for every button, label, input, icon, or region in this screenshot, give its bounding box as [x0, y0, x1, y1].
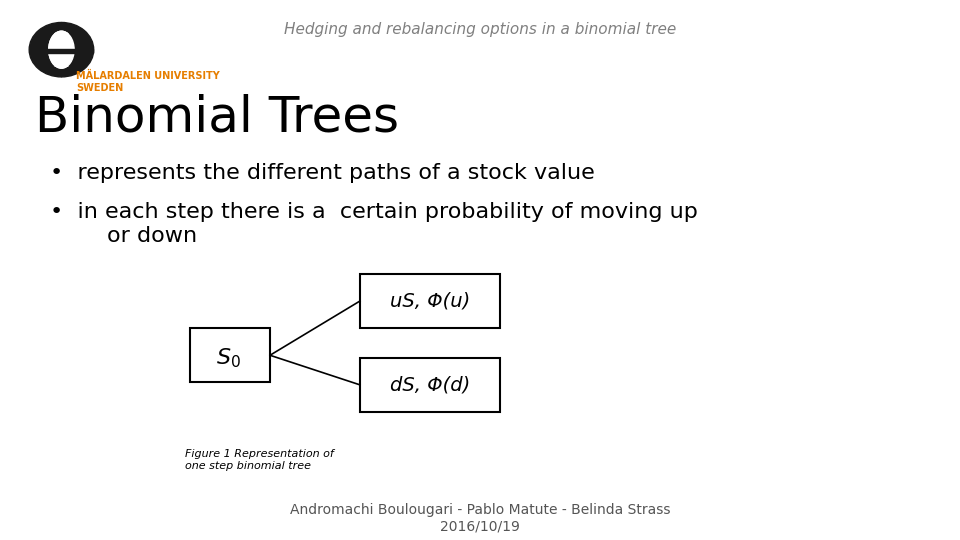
Text: Binomial Trees: Binomial Trees — [35, 94, 399, 142]
Text: •  represents the different paths of a stock value: • represents the different paths of a st… — [50, 163, 595, 183]
Text: dS, Φ(d): dS, Φ(d) — [390, 375, 470, 394]
Ellipse shape — [62, 31, 90, 68]
Bar — [31, 49, 92, 52]
Text: $S_0$: $S_0$ — [216, 347, 240, 370]
Ellipse shape — [33, 31, 60, 68]
Text: •  in each step there is a  certain probability of moving up
        or down: • in each step there is a certain probab… — [50, 202, 698, 246]
Text: Figure 1 Representation of
one step binomial tree: Figure 1 Representation of one step bino… — [185, 449, 334, 471]
Ellipse shape — [41, 32, 82, 66]
Ellipse shape — [49, 31, 74, 68]
Wedge shape — [29, 23, 61, 77]
FancyBboxPatch shape — [190, 328, 270, 382]
FancyBboxPatch shape — [360, 357, 500, 412]
Wedge shape — [61, 23, 94, 77]
Text: Hedging and rebalancing options in a binomial tree: Hedging and rebalancing options in a bin… — [284, 22, 676, 37]
Text: MÄLARDALEN UNIVERSITY
SWEDEN: MÄLARDALEN UNIVERSITY SWEDEN — [77, 71, 220, 93]
Text: Andromachi Boulougari - Pablo Matute - Belinda Strass
2016/10/19: Andromachi Boulougari - Pablo Matute - B… — [290, 503, 670, 534]
Text: uS, Φ(u): uS, Φ(u) — [390, 292, 470, 310]
FancyBboxPatch shape — [360, 274, 500, 328]
Ellipse shape — [49, 31, 74, 68]
